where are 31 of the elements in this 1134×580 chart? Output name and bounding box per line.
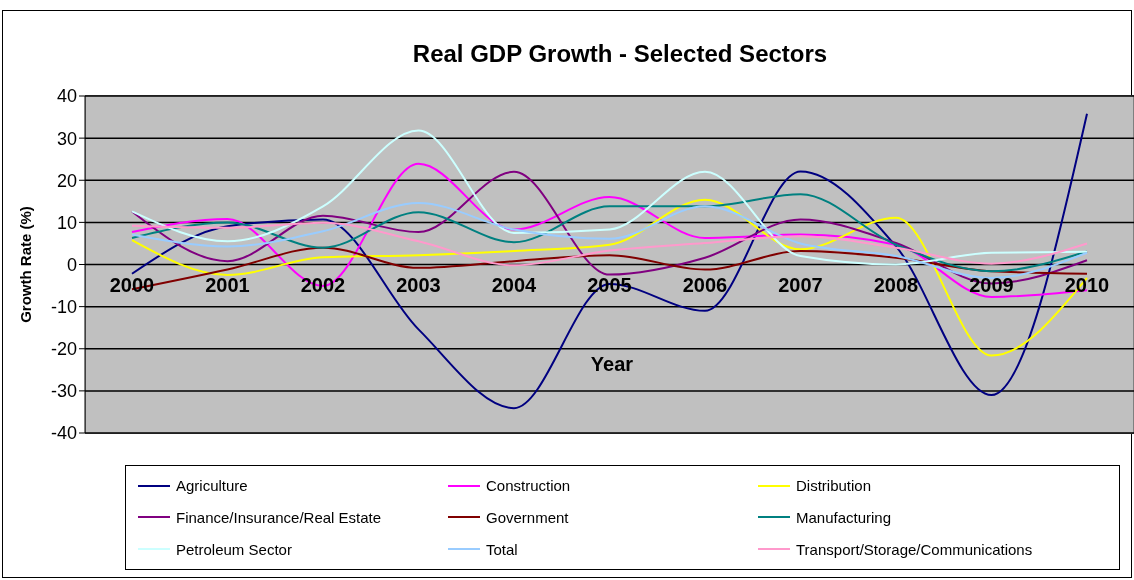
legend-label: Distribution bbox=[796, 477, 872, 495]
legend-label: Manufacturing bbox=[796, 508, 892, 526]
legend-label: Finance/Insurance/Real Estate bbox=[176, 508, 382, 526]
x-tick-label: 2004 bbox=[491, 273, 538, 296]
y-tick-label: -20 bbox=[50, 339, 77, 360]
y-tick-label: -10 bbox=[50, 297, 77, 318]
x-tick-label: 2001 bbox=[205, 273, 250, 296]
y-tick-label: 40 bbox=[56, 86, 77, 107]
line-series bbox=[131, 221, 1088, 267]
chart-title: Real GDP Growth - Selected Sectors bbox=[411, 40, 829, 68]
y-tick-label: -40 bbox=[50, 423, 77, 444]
y-tick-label: 10 bbox=[56, 212, 77, 233]
y-tick-label: 20 bbox=[56, 170, 77, 191]
line-series bbox=[131, 202, 1088, 279]
y-tick-label: 30 bbox=[56, 128, 77, 149]
legend-label: Government bbox=[486, 508, 569, 526]
x-axis-title: Year bbox=[590, 352, 634, 375]
legend-label: Total bbox=[486, 540, 518, 558]
y-tick-label: 0 bbox=[66, 254, 77, 275]
x-tick-label: 2008 bbox=[873, 273, 919, 296]
y-axis-title: Growth Rate (%) bbox=[16, 206, 34, 323]
legend-label: Transport/Storage/Communications bbox=[796, 540, 1033, 558]
legend-label: Petroleum Sector bbox=[176, 540, 292, 558]
legend-label: Agriculture bbox=[176, 477, 248, 495]
x-tick-label: 2000 bbox=[109, 273, 155, 296]
y-tick-label: -30 bbox=[50, 381, 77, 402]
x-tick-label: 2003 bbox=[396, 273, 441, 296]
x-tick-label: 2006 bbox=[682, 273, 728, 296]
legend-label: Construction bbox=[486, 477, 571, 495]
x-tick-label: 2007 bbox=[778, 273, 823, 296]
line-series bbox=[131, 129, 1088, 266]
